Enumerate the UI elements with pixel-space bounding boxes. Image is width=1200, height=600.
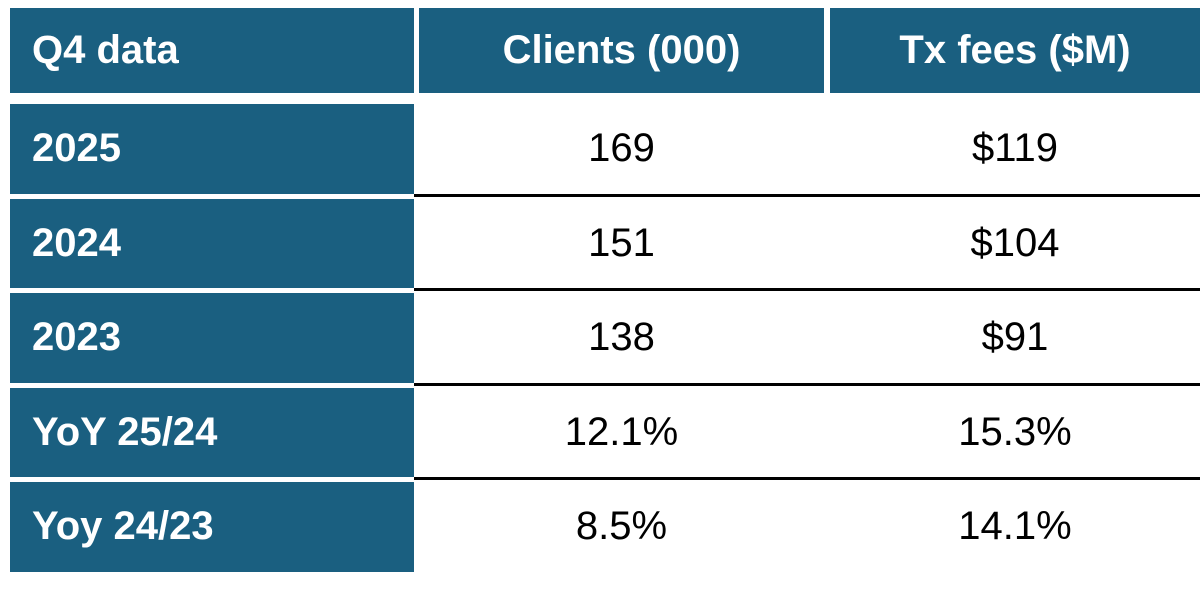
header-cell: Clients (000) <box>419 8 824 93</box>
row-divider <box>414 193 1200 197</box>
data-cell: 8.5% <box>575 504 668 549</box>
row-label: 2024 <box>10 198 414 288</box>
data-cell: 151 <box>588 220 655 265</box>
header-cell: Tx fees ($M) <box>830 8 1200 93</box>
data-cell: 169 <box>588 126 655 171</box>
row-divider <box>414 477 1200 480</box>
row-label: 2023 <box>10 293 414 383</box>
data-cell: 12.1% <box>564 409 679 454</box>
row-label: 2025 <box>10 104 414 194</box>
header-cell: Q4 data <box>10 8 414 93</box>
row-label: Yoy 24/23 <box>10 482 414 572</box>
data-cell: $104 <box>970 220 1060 265</box>
row-label: YoY 25/24 <box>10 387 414 477</box>
data-cell: 138 <box>588 315 655 360</box>
row-divider <box>414 288 1200 291</box>
data-cell: 15.3% <box>958 409 1072 454</box>
row-divider <box>414 382 1200 386</box>
data-cell: $119 <box>971 126 1058 171</box>
data-cell: $91 <box>981 315 1049 360</box>
data-cell: 14.1% <box>958 504 1072 549</box>
